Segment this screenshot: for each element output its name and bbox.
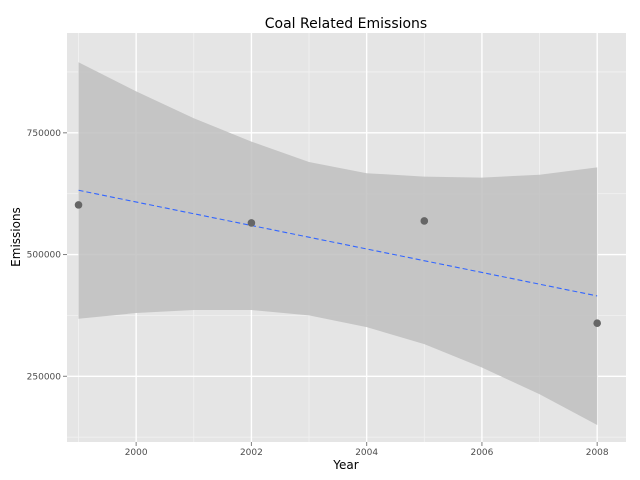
x-axis-title: Year (332, 458, 358, 472)
trend-line-layer (78, 189, 598, 297)
trend-line (78, 189, 598, 297)
data-point (420, 217, 429, 225)
x-tick-label: 2000 (125, 448, 148, 458)
y-tick-label: 500000 (27, 251, 62, 261)
data-point (247, 219, 256, 227)
data-points-layer (74, 201, 601, 327)
x-tick-label: 2002 (240, 448, 263, 458)
x-axis-ticks: 2000 2002 2004 2006 2008 (125, 442, 609, 458)
y-tick-label: 750000 (27, 129, 62, 139)
data-point (593, 319, 601, 327)
y-tick-label: 250000 (27, 372, 62, 382)
y-axis-ticks: 250000 500000 750000 (27, 129, 67, 382)
x-tick-label: 2008 (586, 448, 609, 458)
y-axis-title: Emissions (9, 207, 23, 267)
x-tick-label: 2006 (470, 448, 493, 458)
chart-title: Coal Related Emissions (265, 16, 427, 32)
data-point (74, 201, 83, 209)
x-tick-label: 2004 (355, 448, 378, 458)
